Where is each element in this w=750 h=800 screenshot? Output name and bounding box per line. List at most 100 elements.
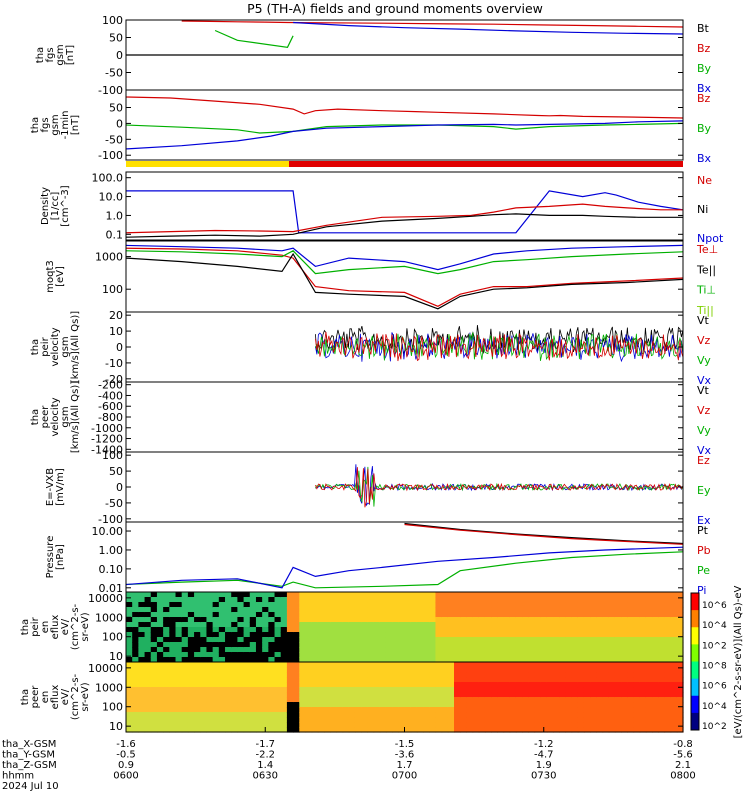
heatmap-cell: [633, 652, 641, 658]
heatmap-cell: [144, 692, 152, 698]
heatmap-cell: [429, 672, 437, 678]
heatmap-cell: [187, 707, 195, 713]
heatmap-cell: [392, 642, 399, 648]
heatmap-cell: [237, 602, 245, 608]
heatmap-cell: [435, 602, 443, 608]
noise-trace: [315, 466, 684, 507]
heatmap-cell: [354, 722, 362, 728]
heatmap-cell: [540, 647, 548, 653]
heatmap-cell: [132, 627, 139, 633]
heatmap-cell: [336, 702, 344, 708]
legend-entry: By: [697, 122, 712, 135]
heatmap-cell: [138, 622, 146, 628]
heatmap-cell: [286, 702, 294, 708]
heatmap-cell: [416, 717, 424, 723]
heatmap-cell: [676, 632, 684, 638]
heatmap-cell: [305, 657, 313, 663]
heatmap-cell: [658, 682, 666, 688]
heatmap-cell: [423, 617, 430, 623]
heatmap-cell: [175, 632, 183, 638]
heatmap-cell: [484, 637, 492, 643]
heatmap-cell: [540, 602, 548, 608]
heatmap-cell: [515, 692, 523, 698]
heatmap-cell: [534, 617, 542, 623]
heatmap-cell: [342, 612, 350, 618]
heatmap-cell: [509, 642, 517, 648]
heatmap-cell: [602, 647, 610, 653]
heatmap-cell: [392, 627, 399, 633]
heatmap-cell: [231, 602, 238, 608]
heatmap-cell: [676, 727, 684, 733]
heatmap-cell: [299, 662, 307, 668]
heatmap-cell: [342, 677, 350, 683]
x-tick-label: -0.5: [116, 750, 136, 761]
heatmap-cell: [577, 712, 585, 718]
heatmap-cell: [528, 642, 536, 648]
heatmap-cell: [163, 672, 170, 678]
heatmap-cell: [379, 667, 387, 673]
heatmap-cell: [194, 722, 201, 728]
heatmap-cell: [658, 712, 666, 718]
heatmap-cell: [126, 637, 133, 643]
heatmap-cell: [379, 727, 387, 733]
heatmap-cell: [645, 637, 653, 643]
y-axis-label: eflux: [50, 615, 61, 640]
heatmap-cell: [299, 612, 307, 618]
heatmap-cell: [262, 702, 269, 708]
heatmap-cell: [268, 592, 276, 598]
heatmap-cell: [354, 677, 362, 683]
heatmap-cell: [522, 667, 529, 673]
heatmap-cell: [373, 672, 381, 678]
heatmap-cell: [614, 597, 622, 603]
heatmap-cell: [231, 677, 238, 683]
heatmap-cell: [447, 717, 455, 723]
heatmap-cell: [218, 652, 226, 658]
heatmap-cell: [373, 702, 381, 708]
heatmap-cell: [255, 642, 263, 648]
legend-entry: Bz: [697, 92, 711, 105]
heatmap-cell: [484, 692, 492, 698]
heatmap-cell: [565, 682, 573, 688]
heatmap-cell: [225, 622, 232, 628]
heatmap-cell: [460, 682, 467, 688]
heatmap-cell: [144, 717, 152, 723]
heatmap-cell: [583, 722, 591, 728]
heatmap-cell: [200, 687, 208, 693]
heatmap-cell: [454, 717, 461, 723]
heatmap-cell: [447, 597, 455, 603]
heatmap-cell: [268, 682, 276, 688]
heatmap-cell: [435, 672, 443, 678]
heatmap-cell: [274, 712, 282, 718]
heatmap-cell: [206, 727, 214, 733]
heatmap-cell: [361, 632, 368, 638]
heatmap-cell: [423, 682, 430, 688]
heatmap-cell: [324, 687, 331, 693]
heatmap-cell: [676, 637, 684, 643]
heatmap-cell: [423, 667, 430, 673]
heatmap-cell: [423, 672, 430, 678]
heatmap-cell: [237, 642, 245, 648]
heatmap-cell: [454, 622, 461, 628]
heatmap-cell: [262, 657, 269, 663]
heatmap-cell: [126, 662, 133, 668]
heatmap-cell: [602, 607, 610, 613]
heatmap-cell: [565, 607, 573, 613]
x-tick-label: 1.7: [397, 760, 413, 771]
heatmap-cell: [336, 677, 344, 683]
heatmap-cell: [225, 647, 232, 653]
heatmap-cell: [540, 662, 548, 668]
heatmap-cell: [633, 592, 641, 598]
heatmap-cell: [249, 632, 257, 638]
heatmap-cell: [231, 642, 238, 648]
heatmap-cell: [280, 622, 288, 628]
heatmap-cell: [546, 597, 554, 603]
heatmap-cell: [645, 707, 653, 713]
heatmap-cell: [354, 652, 362, 658]
heatmap-cell: [175, 662, 183, 668]
status-bar-yellow: [126, 161, 289, 167]
heatmap-cell: [503, 642, 511, 648]
heatmap-cell: [150, 697, 158, 703]
heatmap-cell: [583, 687, 591, 693]
heatmap-cell: [175, 612, 183, 618]
